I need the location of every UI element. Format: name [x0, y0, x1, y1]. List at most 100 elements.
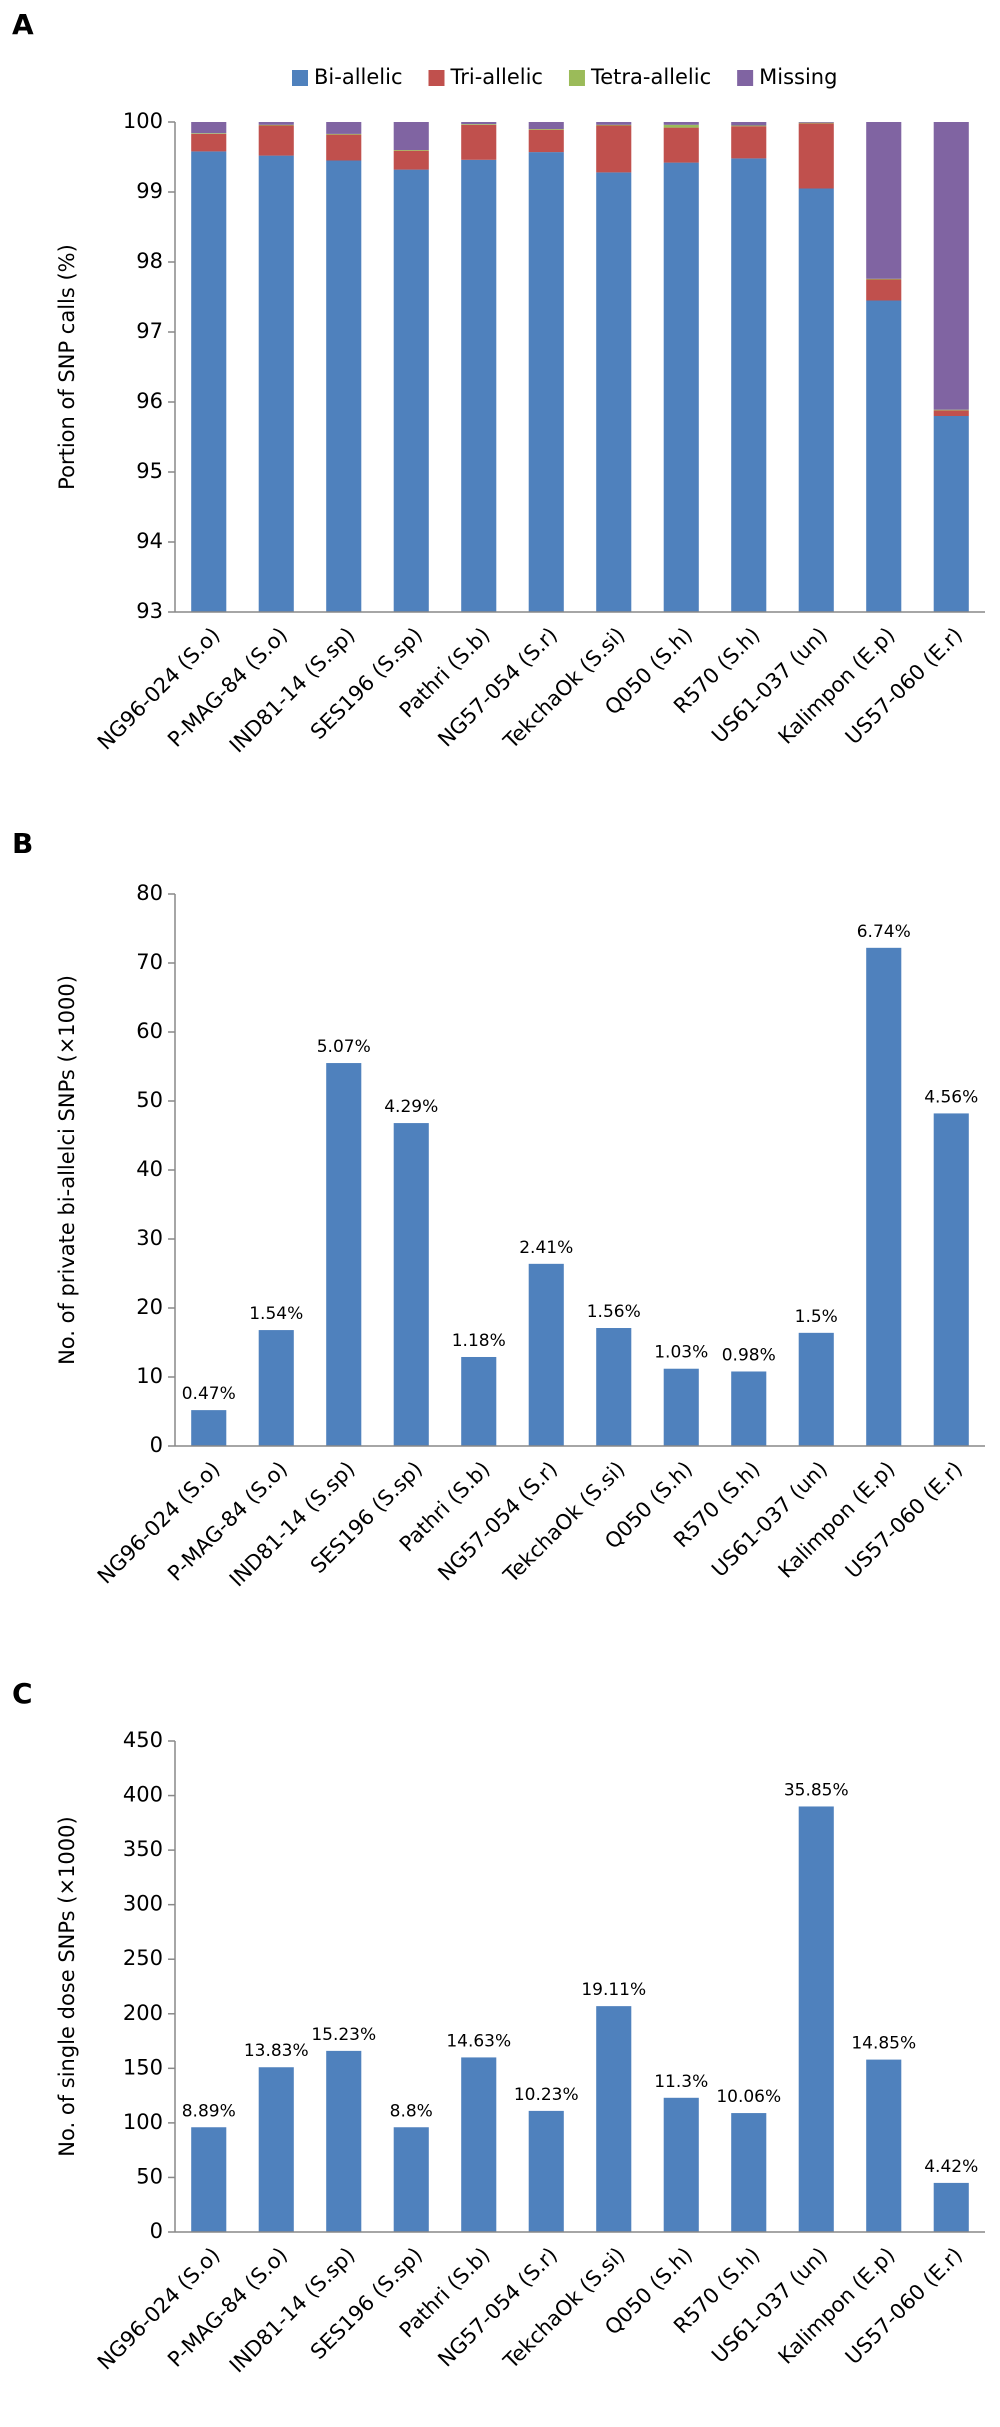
bar-segment: [933, 416, 969, 612]
bar-segment: [663, 162, 699, 612]
bar-segment: [191, 151, 227, 612]
legend-label: Tetra-allelic: [590, 65, 711, 89]
bar-annotation: 0.98%: [722, 1345, 776, 1365]
y-tick-label: 0: [150, 2219, 163, 2243]
bar-segment: [798, 188, 834, 612]
bar: [866, 2059, 902, 2232]
bar-segment: [663, 124, 699, 128]
bar: [191, 2127, 227, 2232]
x-tick-label: IND81-14 (S.sp): [225, 623, 360, 758]
bar-annotation: 1.03%: [654, 1343, 708, 1363]
bar: [663, 1368, 699, 1446]
bar-annotation: 10.06%: [716, 2087, 781, 2107]
legend-swatch: [428, 70, 445, 86]
y-tick-label: 94: [136, 529, 163, 553]
x-tick-label: NG96-024 (S.o): [93, 2243, 225, 2375]
y-tick-label: 60: [136, 1019, 163, 1043]
bar-segment: [798, 122, 834, 123]
y-tick-label: 10: [136, 1364, 163, 1388]
x-tick-label: TekchaOk (S.si): [498, 1457, 629, 1588]
bar-segment: [258, 155, 294, 612]
bar: [461, 2057, 497, 2232]
x-tick-label: US57-060 (E.r): [841, 623, 967, 749]
bar: [731, 1371, 767, 1446]
bar-segment: [528, 122, 564, 129]
bar-segment: [596, 124, 632, 126]
panel-label: A: [12, 8, 34, 41]
x-tick-label: US57-060 (E.r): [841, 2243, 967, 2369]
panel-label: C: [12, 1677, 33, 1710]
x-tick-label: IND81-14 (S.sp): [225, 2243, 360, 2378]
bar-annotation: 8.8%: [390, 2101, 433, 2121]
bar-segment: [798, 123, 834, 189]
bar-segment: [393, 150, 429, 151]
y-tick-label: 0: [150, 1433, 163, 1457]
bar: [393, 2127, 429, 2232]
bar-segment: [461, 159, 497, 613]
bar-segment: [596, 125, 632, 173]
bar: [798, 1332, 834, 1446]
bar: [326, 2050, 362, 2232]
bar: [933, 2182, 969, 2232]
x-tick-label: NG57-054 (S.r): [433, 2243, 562, 2372]
bar: [731, 2113, 767, 2232]
bar-segment: [731, 126, 767, 159]
bar-annotation: 4.29%: [384, 1097, 438, 1117]
bar-annotation: 2.41%: [519, 1238, 573, 1258]
bar-segment: [326, 133, 362, 135]
bar-segment: [191, 122, 227, 134]
x-tick-label: P-MAG-84 (S.o): [163, 1457, 292, 1586]
y-axis-label: No. of single dose SNPs (×1000): [55, 1816, 79, 2156]
bar-segment: [663, 127, 699, 163]
legend-swatch: [568, 70, 585, 86]
bar: [258, 1330, 294, 1446]
bar-segment: [258, 124, 294, 126]
y-tick-label: 30: [136, 1226, 163, 1250]
bar-segment: [866, 300, 902, 612]
bar-annotation: 1.5%: [795, 1307, 838, 1327]
y-tick-label: 150: [123, 2055, 163, 2079]
bar-annotation: 14.85%: [851, 2034, 916, 2054]
y-tick-label: 50: [136, 2164, 163, 2188]
bar: [326, 1063, 362, 1446]
bar-segment: [393, 150, 429, 170]
legend-label: Bi-allelic: [314, 65, 403, 89]
y-tick-label: 50: [136, 1088, 163, 1112]
x-tick-label: TekchaOk (S.si): [498, 2243, 629, 2374]
y-tick-label: 450: [123, 1728, 163, 1752]
y-tick-label: 96: [136, 389, 163, 413]
bar-segment: [191, 133, 227, 152]
bar: [191, 1410, 227, 1446]
x-tick-label: NG57-054 (S.r): [433, 1457, 562, 1586]
bar-segment: [461, 124, 497, 160]
bar: [933, 1113, 969, 1446]
y-tick-label: 70: [136, 950, 163, 974]
bar-annotation: 13.83%: [244, 2041, 309, 2061]
bar: [528, 1263, 564, 1446]
y-tick-label: 80: [136, 881, 163, 905]
bar-segment: [528, 129, 564, 130]
y-tick-label: 350: [123, 1837, 163, 1861]
bar-segment: [326, 134, 362, 161]
y-tick-label: 95: [136, 459, 163, 483]
y-tick-label: 40: [136, 1157, 163, 1181]
bar-annotation: 8.89%: [182, 2101, 236, 2121]
bar: [798, 1806, 834, 2232]
bar: [596, 2006, 632, 2232]
x-tick-label: US57-060 (E.r): [841, 1457, 967, 1583]
bar-segment: [596, 122, 632, 125]
x-tick-label: US61-037 (un): [707, 2243, 832, 2368]
bar-segment: [258, 122, 294, 125]
legend-label: Missing: [759, 65, 837, 89]
bar-segment: [191, 133, 227, 134]
y-tick-label: 97: [136, 319, 163, 343]
bar: [393, 1123, 429, 1446]
bar-segment: [326, 160, 362, 612]
bar-segment: [866, 279, 902, 301]
x-tick-label: Kalimpon (E.p): [774, 2243, 900, 2369]
bar-annotation: 19.11%: [581, 1980, 646, 2000]
x-tick-label: NG96-024 (S.o): [93, 623, 225, 755]
bar-segment: [596, 172, 632, 612]
bar-annotation: 10.23%: [514, 2085, 579, 2105]
